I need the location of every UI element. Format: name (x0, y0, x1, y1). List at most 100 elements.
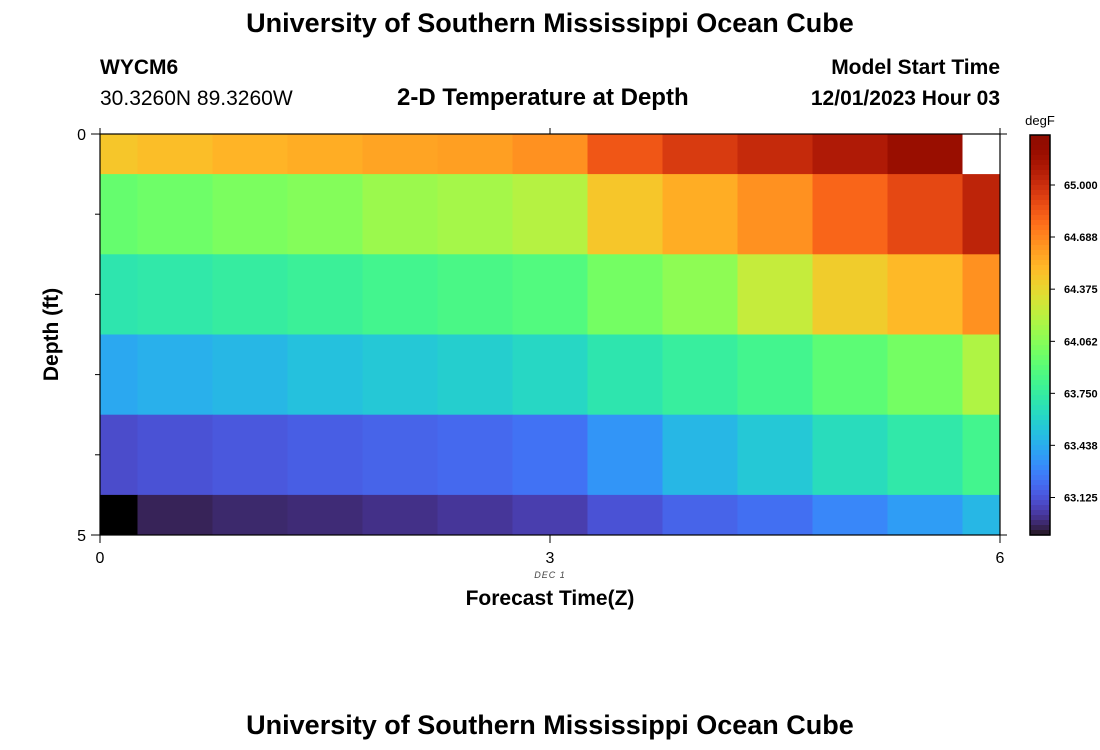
heatmap-cell (287, 254, 363, 335)
colorbar-segment (1030, 355, 1050, 361)
colorbar-tick-label: 65.000 (1064, 180, 1098, 192)
heatmap-cell (962, 414, 1001, 496)
heatmap-cell (962, 494, 1001, 536)
heatmap-cell (212, 174, 288, 255)
heatmap-cell (512, 494, 588, 536)
colorbar-segment (1030, 440, 1050, 446)
colorbar-segment (1030, 460, 1050, 466)
colorbar-segment (1030, 395, 1050, 401)
heatmap-cell (100, 494, 138, 536)
colorbar-segment (1030, 235, 1050, 241)
colorbar-segment (1030, 165, 1050, 171)
heatmap-cell (362, 414, 438, 496)
heatmap-cell (587, 254, 663, 335)
colorbar-segment (1030, 510, 1050, 516)
y-tick-label: 5 (77, 528, 86, 545)
colorbar-segment (1030, 470, 1050, 476)
colorbar-segment (1030, 205, 1050, 211)
colorbar-segment (1030, 175, 1050, 181)
colorbar-segment (1030, 345, 1050, 351)
colorbar-segment (1030, 495, 1050, 501)
colorbar-segment (1030, 400, 1050, 406)
heatmap-cell (512, 174, 588, 255)
x-axis-label: Forecast Time(Z) (466, 587, 635, 610)
colorbar-segment (1030, 480, 1050, 486)
colorbar-segment (1030, 310, 1050, 316)
colorbar-segment (1030, 465, 1050, 471)
colorbar-segment (1030, 340, 1050, 346)
colorbar-segment (1030, 150, 1050, 156)
colorbar-segment (1030, 140, 1050, 146)
colorbar-segment (1030, 170, 1050, 176)
heatmap-cell (662, 334, 738, 416)
colorbar-segment (1030, 135, 1050, 141)
colorbar-segment (1030, 195, 1050, 201)
heatmap-cell (137, 254, 213, 335)
heatmap-cell (362, 174, 438, 255)
heatmap-cell (437, 414, 513, 496)
heatmap-cell (100, 254, 138, 335)
colorbar-segment (1030, 255, 1050, 261)
heatmap-cell (587, 414, 663, 496)
colorbar-segment (1030, 300, 1050, 306)
heatmap-cell (812, 494, 888, 536)
colorbar-segment (1030, 335, 1050, 341)
heatmap-cell (212, 254, 288, 335)
colorbar-segment (1030, 330, 1050, 336)
colorbar-segment (1030, 245, 1050, 251)
colorbar-segment (1030, 505, 1050, 511)
colorbar-segment (1030, 275, 1050, 281)
colorbar-frame (1029, 134, 1051, 536)
colorbar-segment (1030, 210, 1050, 216)
colorbar-tick-label: 63.438 (1064, 440, 1098, 452)
colorbar-segment (1030, 425, 1050, 431)
heatmap-cell (100, 414, 138, 496)
heatmap-cell (587, 334, 663, 416)
colorbar-segment (1030, 280, 1050, 286)
colorbar-segment (1030, 240, 1050, 246)
heatmap-cell (737, 174, 813, 255)
colorbar-segment (1030, 515, 1050, 521)
colorbar-segment (1030, 420, 1050, 426)
heatmap-cell (887, 254, 963, 335)
x-date-label: DEC 1 (534, 570, 566, 580)
heatmap-cell (737, 334, 813, 416)
colorbar-segment (1030, 430, 1050, 436)
colorbar-segment (1030, 315, 1050, 321)
colorbar-segment (1030, 385, 1050, 391)
heatmap-cell (437, 174, 513, 255)
x-tick-label: 6 (996, 550, 1005, 567)
model-start-time: 12/01/2023 Hour 03 (810, 87, 1000, 110)
colorbar-segment (1030, 455, 1050, 461)
colorbar-segment (1030, 380, 1050, 386)
colorbar-segment (1030, 530, 1050, 536)
colorbar-tick-label: 64.375 (1064, 284, 1098, 296)
heatmap-cell (737, 494, 813, 536)
heatmap-cell (587, 494, 663, 536)
heatmap-cell (137, 414, 213, 496)
heatmap-cell (962, 334, 1001, 416)
heatmap-cell (662, 254, 738, 335)
colorbar-segment (1030, 320, 1050, 326)
heatmap-cell (212, 134, 288, 175)
heatmap-cell (887, 174, 963, 255)
heatmap-cell (287, 174, 363, 255)
colorbar-segment (1030, 250, 1050, 256)
heatmap-cell (212, 494, 288, 536)
heatmap-cell (737, 414, 813, 496)
colorbar-segment (1030, 145, 1050, 151)
heatmap-cell (137, 174, 213, 255)
heatmap-cell (212, 334, 288, 416)
heatmap-cell (887, 334, 963, 416)
colorbar-segment (1030, 365, 1050, 371)
heatmap-cell (512, 334, 588, 416)
colorbar-segment (1030, 285, 1050, 291)
heatmap-cells (100, 134, 1001, 536)
colorbar-segment (1030, 220, 1050, 226)
heatmap-cell (737, 134, 813, 175)
colorbar-segment (1030, 490, 1050, 496)
colorbar-unit-label: degF (1025, 113, 1055, 128)
heatmap-cell (812, 254, 888, 335)
